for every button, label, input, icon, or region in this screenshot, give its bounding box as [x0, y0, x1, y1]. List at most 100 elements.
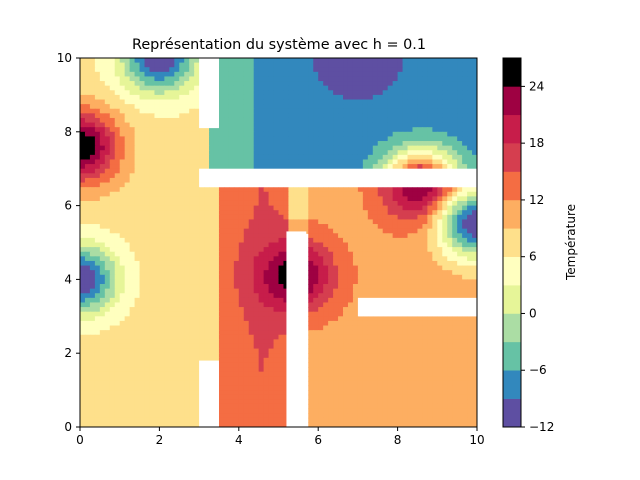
field-cell	[248, 330, 255, 336]
field-cell	[377, 131, 384, 138]
field-cell	[84, 357, 91, 364]
field-cell	[467, 284, 473, 290]
field-cell	[427, 113, 433, 119]
field-cell	[377, 94, 384, 101]
field-cell	[228, 233, 235, 239]
field-cell	[104, 279, 111, 285]
field-cell	[472, 94, 477, 101]
field-cell	[273, 362, 280, 368]
field-cell	[472, 233, 477, 239]
field-cell	[149, 242, 156, 248]
field-cell	[149, 154, 156, 161]
field-cell	[333, 274, 339, 280]
field-cell	[313, 353, 319, 359]
field-cell	[417, 191, 424, 197]
field-cell	[179, 191, 185, 197]
field-cell	[367, 334, 374, 340]
field-cell	[323, 200, 329, 207]
field-cell	[94, 357, 101, 364]
field-cell	[184, 159, 190, 165]
field-cell	[278, 288, 285, 294]
field-cell	[169, 288, 175, 294]
field-cell	[114, 334, 121, 340]
field-cell	[293, 122, 299, 128]
field-cell	[213, 339, 220, 345]
field-cell	[114, 316, 121, 322]
field-cell	[238, 316, 245, 322]
field-cell	[119, 58, 126, 64]
field-cell	[253, 353, 260, 359]
field-cell	[442, 85, 448, 91]
field-cell	[194, 348, 200, 354]
field-cell	[437, 288, 443, 294]
field-cell	[338, 127, 344, 133]
field-cell	[323, 228, 329, 234]
field-cell	[204, 270, 210, 276]
field-cell	[387, 159, 394, 165]
field-cell	[447, 279, 453, 285]
field-cell	[333, 320, 339, 327]
field-cell	[338, 76, 344, 82]
field-cell	[333, 348, 339, 354]
field-cell	[159, 164, 165, 170]
field-cell	[278, 150, 285, 156]
field-cell	[263, 191, 270, 197]
field-cell	[313, 307, 319, 313]
field-cell	[343, 297, 349, 304]
field-cell	[278, 237, 285, 244]
field-cell	[149, 302, 156, 308]
field-cell	[243, 187, 250, 193]
field-cell	[144, 348, 151, 354]
field-cell	[362, 141, 369, 147]
field-cell	[204, 320, 210, 327]
field-cell	[124, 154, 131, 161]
field-cell	[357, 371, 364, 377]
field-cell	[407, 260, 414, 267]
field-cell	[223, 187, 230, 193]
field-cell	[114, 265, 121, 271]
field-cell	[467, 256, 473, 262]
field-cell	[392, 200, 399, 207]
field-cell	[194, 164, 200, 170]
field-cell	[273, 260, 280, 267]
field-cell	[447, 145, 453, 151]
field-cell	[124, 330, 131, 336]
field-cell	[139, 325, 146, 331]
field-cell	[129, 191, 136, 197]
field-cell	[89, 353, 96, 359]
field-cell	[472, 67, 477, 73]
field-cell	[258, 274, 265, 280]
field-cell	[338, 164, 344, 170]
field-cell	[377, 288, 384, 294]
field-cell	[377, 85, 384, 91]
field-cell	[462, 136, 468, 142]
field-cell	[89, 113, 96, 119]
field-cell	[154, 237, 160, 244]
field-cell	[238, 242, 245, 248]
field-cell	[407, 90, 414, 96]
field-cell	[213, 307, 220, 313]
field-cell	[422, 62, 428, 68]
field-cell	[159, 154, 165, 161]
field-cell	[204, 334, 210, 340]
field-cell	[442, 90, 448, 96]
field-cell	[422, 339, 428, 345]
field-cell	[382, 76, 389, 82]
field-cell	[233, 150, 240, 156]
field-cell	[367, 154, 374, 161]
field-cell	[99, 58, 106, 64]
field-cell	[333, 357, 339, 364]
field-cell	[194, 311, 200, 317]
field-cell	[442, 76, 448, 82]
field-cell	[139, 150, 146, 156]
field-cell	[417, 214, 424, 221]
field-cell	[437, 108, 443, 114]
field-cell	[84, 334, 91, 340]
field-cell	[313, 311, 319, 317]
field-cell	[437, 210, 443, 216]
field-cell	[164, 122, 170, 128]
field-cell	[462, 159, 468, 165]
field-cell	[432, 99, 438, 105]
field-cell	[308, 136, 314, 142]
field-cell	[89, 205, 96, 211]
